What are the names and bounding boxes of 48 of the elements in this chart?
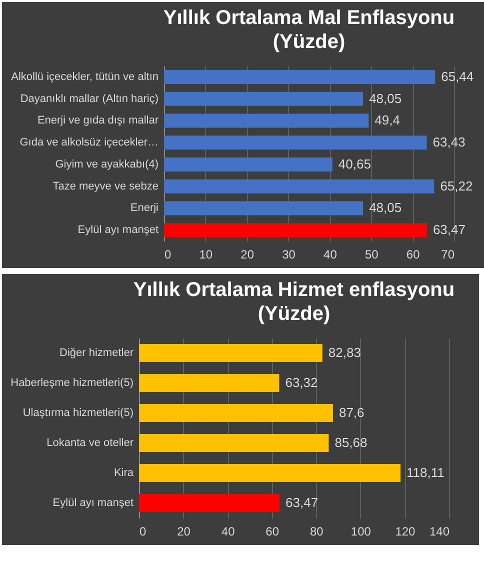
y-tick-label: Dayanıklı mallar (Altın hariç) xyxy=(20,92,158,105)
data-label: 40,65 xyxy=(338,156,371,172)
x-tick-label: 10 xyxy=(199,248,213,262)
data-label: 87,6 xyxy=(338,405,364,420)
chart-subtitle: (Yüzde) xyxy=(272,31,346,53)
y-tick-label: Enerji xyxy=(130,202,158,214)
y-tick-label: Eylül ayı manşet xyxy=(78,224,158,236)
chart-title: Yıllık Ortalama Hizmet enflasyonu xyxy=(133,279,455,301)
x-tick-label: 20 xyxy=(177,524,191,538)
data-label: 63,32 xyxy=(285,375,318,390)
data-label: 63,47 xyxy=(286,495,318,510)
x-tick-label: 40 xyxy=(221,524,236,538)
data-label: 49,4 xyxy=(374,112,400,128)
x-tick-label: 80 xyxy=(310,524,324,538)
data-label: 63,43 xyxy=(432,134,466,150)
chart-title: Yıllık Ortalama Mal Enflasyonu xyxy=(163,7,455,29)
y-tick-label: Eylül ayı manşet xyxy=(52,497,134,509)
y-tick-label: Kira xyxy=(114,467,134,479)
data-label: 63,47 xyxy=(432,222,466,238)
y-tick-label: Ulaştırma hizmetleri(5) xyxy=(22,407,134,419)
data-label: 48,05 xyxy=(369,200,402,216)
x-tick-label: 0 xyxy=(140,524,146,538)
data-label: 82,83 xyxy=(328,345,361,360)
y-tick-label: Gıda ve alkolsüz içecekler… xyxy=(20,136,158,149)
x-tick-label: 120 xyxy=(395,524,416,538)
data-label: 65,44 xyxy=(441,68,474,84)
y-tick-label: Diğer hizmetler xyxy=(60,347,134,359)
x-tick-label: 20 xyxy=(240,248,254,262)
x-tick-label: 0 xyxy=(164,248,172,262)
data-label: 48,05 xyxy=(369,90,402,106)
x-tick-label: 140 xyxy=(429,524,450,538)
x-tick-label: 50 xyxy=(364,248,379,262)
data-label: 118,11 xyxy=(406,465,444,480)
y-tick-label: Alkollü içecekler, tütün ve altın xyxy=(11,70,158,83)
x-tick-label: 100 xyxy=(350,524,372,538)
x-tick-label: 40 xyxy=(324,248,338,262)
x-tick-label: 30 xyxy=(282,248,296,262)
x-tick-label: 70 xyxy=(441,248,455,262)
data-label: 65,22 xyxy=(440,178,473,194)
y-tick-label: Giyim ve ayakkabı(4) xyxy=(55,158,158,170)
y-tick-label: Taze meyve ve sebze xyxy=(52,180,158,192)
x-tick-label: 60 xyxy=(406,248,420,262)
chart-subtitle: (Yüzde) xyxy=(258,303,330,325)
data-label: 85,68 xyxy=(334,435,368,450)
y-tick-label: Lokanta ve oteller xyxy=(46,437,134,449)
x-tick-label: 60 xyxy=(266,524,280,538)
y-tick-label: Enerji ve gıda dışı mallar xyxy=(37,114,159,127)
y-tick-label: Haberleşme hizmetleri(5) xyxy=(10,377,134,389)
